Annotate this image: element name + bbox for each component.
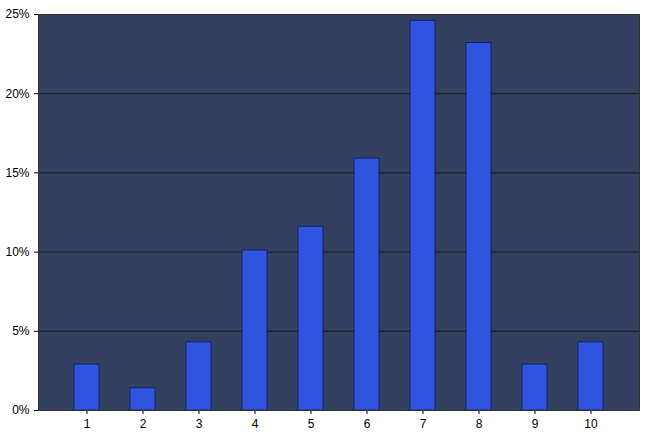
svg-text:9: 9	[532, 417, 539, 431]
svg-text:0%: 0%	[12, 403, 30, 417]
svg-text:5%: 5%	[12, 324, 30, 338]
svg-text:10%: 10%	[5, 245, 29, 259]
svg-text:20%: 20%	[5, 87, 29, 101]
svg-text:15%: 15%	[5, 166, 29, 180]
svg-text:6: 6	[364, 417, 371, 431]
svg-text:1: 1	[84, 417, 91, 431]
svg-text:4: 4	[252, 417, 259, 431]
svg-text:7: 7	[420, 417, 427, 431]
svg-text:10: 10	[584, 417, 598, 431]
svg-text:25%: 25%	[5, 7, 29, 21]
svg-text:3: 3	[196, 417, 203, 431]
svg-text:5: 5	[308, 417, 315, 431]
svg-text:8: 8	[476, 417, 483, 431]
svg-text:2: 2	[140, 417, 147, 431]
